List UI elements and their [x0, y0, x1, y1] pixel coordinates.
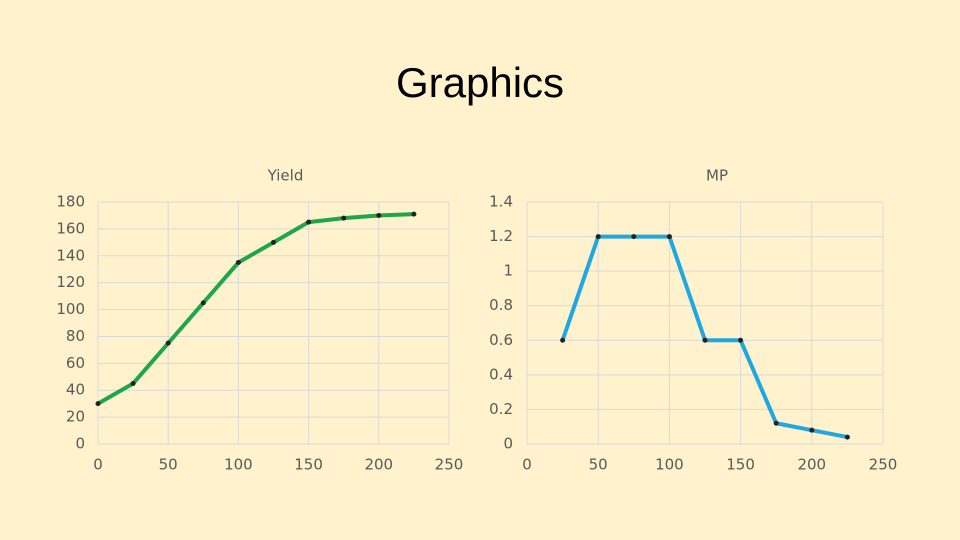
y-tick-label: 160 [56, 219, 85, 237]
x-tick-label: 100 [224, 456, 253, 474]
data-point [666, 234, 672, 240]
data-point [809, 427, 815, 433]
x-tick-label: 100 [655, 456, 684, 474]
data-point [235, 260, 241, 265]
y-tick-label: 180 [56, 193, 85, 211]
x-tick-label: 250 [869, 456, 898, 474]
data-point [631, 234, 637, 240]
y-tick-label: 40 [66, 381, 85, 399]
x-tick-label: 0 [93, 456, 103, 474]
data-point [560, 337, 566, 343]
data-point [95, 401, 101, 407]
y-tick-label: 0 [75, 435, 85, 453]
y-tick-label: 1 [503, 262, 513, 280]
x-tick-label: 50 [589, 456, 608, 474]
data-point [341, 215, 347, 221]
data-point [130, 381, 136, 386]
x-tick-label: 50 [159, 456, 178, 474]
y-tick-label: 0.6 [489, 331, 513, 349]
y-tick-label: 0.4 [489, 365, 513, 383]
x-tick-label: 200 [364, 456, 393, 474]
series-line [97, 212, 414, 406]
data-point [702, 337, 708, 343]
data-point [165, 340, 171, 346]
data-point [844, 434, 850, 440]
data-point [773, 420, 779, 426]
y-tick-label: 0.8 [489, 296, 513, 314]
y-tick-label: 100 [56, 300, 85, 318]
y-tick-label: 140 [56, 246, 85, 264]
x-tick-label: 0 [522, 456, 532, 474]
data-point [376, 212, 382, 218]
y-tick-label: 1.4 [489, 193, 513, 211]
slide-title: Graphics [396, 59, 564, 106]
chart-title: Yield [267, 167, 304, 185]
x-tick-label: 250 [435, 456, 464, 474]
data-point [595, 234, 601, 240]
x-tick-label: 200 [797, 456, 826, 474]
data-point [200, 300, 206, 306]
chart-title: MP [706, 167, 728, 185]
y-tick-label: 20 [66, 408, 85, 426]
y-tick-label: 120 [56, 273, 85, 291]
data-point [271, 239, 276, 245]
y-tick-label: 0.2 [489, 400, 513, 418]
data-point [738, 337, 744, 343]
x-tick-label: 150 [726, 456, 755, 474]
data-point [306, 219, 312, 225]
y-tick-label: 0 [503, 435, 513, 453]
data-point [411, 211, 417, 217]
y-tick-label: 60 [66, 354, 85, 372]
y-tick-label: 1.2 [489, 227, 513, 245]
y-tick-label: 80 [66, 327, 85, 345]
x-tick-label: 150 [294, 456, 323, 474]
